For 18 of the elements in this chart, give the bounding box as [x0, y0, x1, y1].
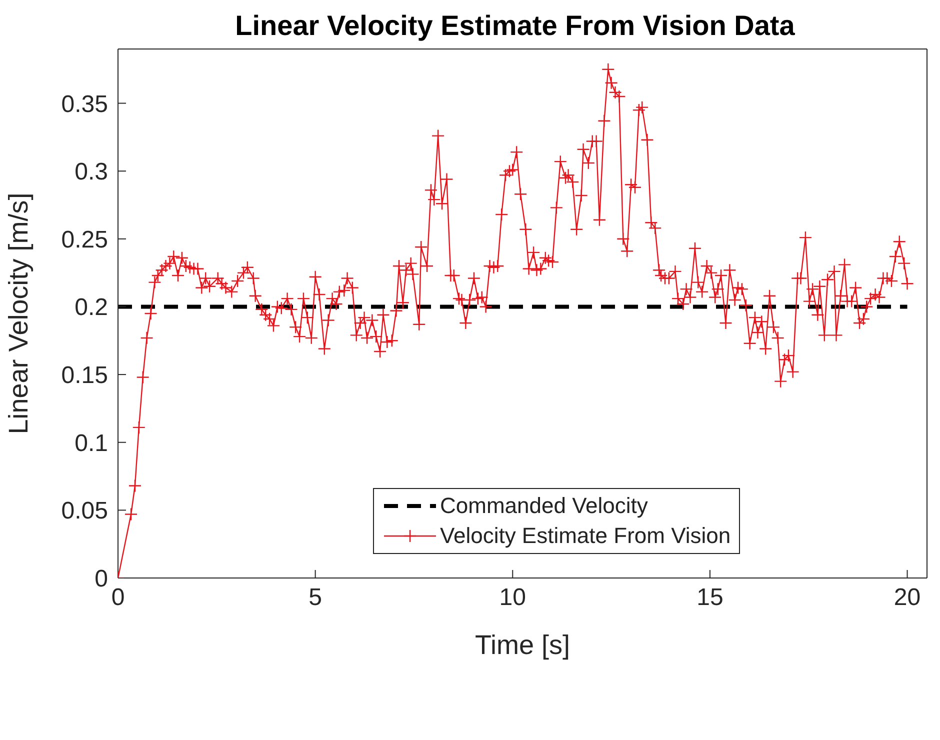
y-tick-label: 0.05 — [61, 498, 108, 525]
y-tick-label: 0.25 — [61, 226, 108, 254]
y-tick-label: 0.1 — [74, 430, 108, 457]
x-tick-label: 20 — [894, 584, 921, 612]
legend-label: Velocity Estimate From Vision — [440, 523, 731, 549]
y-tick-label: 0.3 — [74, 158, 108, 186]
x-axis-title: Time [s] — [474, 630, 570, 660]
legend-label: Commanded Velocity — [440, 493, 648, 519]
x-tick-label: 10 — [499, 584, 526, 612]
y-tick-label: 0 — [94, 566, 108, 593]
x-tick-label: 0 — [111, 584, 125, 612]
y-axis-title: Linear Velocity [m/s] — [4, 192, 34, 434]
y-tick-label: 0.35 — [61, 90, 108, 118]
y-tick-label: 0.15 — [61, 362, 108, 390]
y-tick-label: 0.2 — [74, 294, 108, 322]
x-tick-label: 15 — [696, 584, 724, 612]
x-tick-label: 5 — [308, 584, 322, 612]
chart-title: Linear Velocity Estimate From Vision Data — [234, 9, 796, 43]
